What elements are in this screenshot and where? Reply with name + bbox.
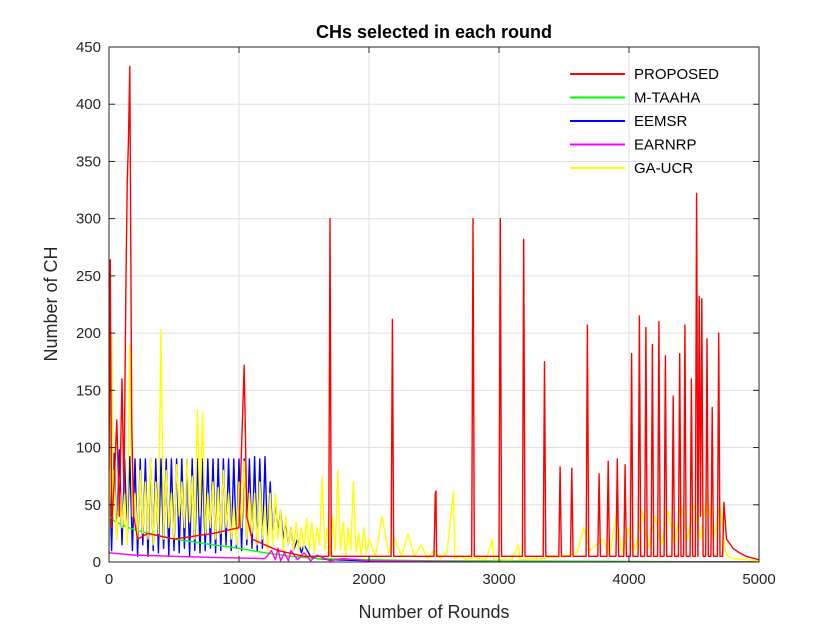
x-tick-label: 3000	[482, 571, 515, 588]
x-axis-title: Number of Rounds	[358, 602, 509, 622]
legend-label-m-taaha: M-TAAHA	[634, 90, 700, 107]
x-tick-label: 4000	[612, 571, 645, 588]
legend-label-earnrp: EARNRP	[634, 137, 697, 154]
y-tick-label: 350	[76, 153, 101, 170]
y-tick-label: 100	[76, 440, 101, 457]
series-line-proposed	[109, 65, 759, 561]
y-tick-label: 400	[76, 96, 101, 113]
plot-frame	[108, 46, 760, 563]
x-tick-label: 0	[105, 571, 113, 588]
axis-ticks: 0 1000 2000 3000 4000 5000 0 50 100 150 200 250 300 3…	[76, 39, 776, 588]
y-tick-label: 150	[76, 382, 101, 399]
series-line-ga-ucr	[109, 328, 759, 562]
x-tick-label: 5000	[742, 571, 775, 588]
y-tick-label: 200	[76, 325, 101, 342]
y-tick-label: 250	[76, 268, 101, 285]
y-axis-title: Number of CH	[41, 246, 61, 361]
y-tick-label: 50	[84, 497, 101, 514]
y-tick-label: 450	[76, 39, 101, 56]
legend-label-proposed: PROPOSED	[634, 66, 719, 83]
y-tick-label: 0	[93, 554, 101, 571]
x-tick-label: 2000	[352, 571, 385, 588]
legend: PROPOSED M-TAAHA EEMSR EARNRP GA-UCR	[570, 66, 719, 177]
x-tick-label: 1000	[222, 571, 255, 588]
series-line-earnrp	[109, 547, 759, 562]
legend-label-eemsr: EEMSR	[634, 113, 688, 130]
legend-label-ga-ucr: GA-UCR	[634, 160, 693, 177]
chart-title: CHs selected in each round	[316, 22, 552, 42]
y-tick-label: 300	[76, 211, 101, 228]
series-group	[109, 65, 759, 562]
